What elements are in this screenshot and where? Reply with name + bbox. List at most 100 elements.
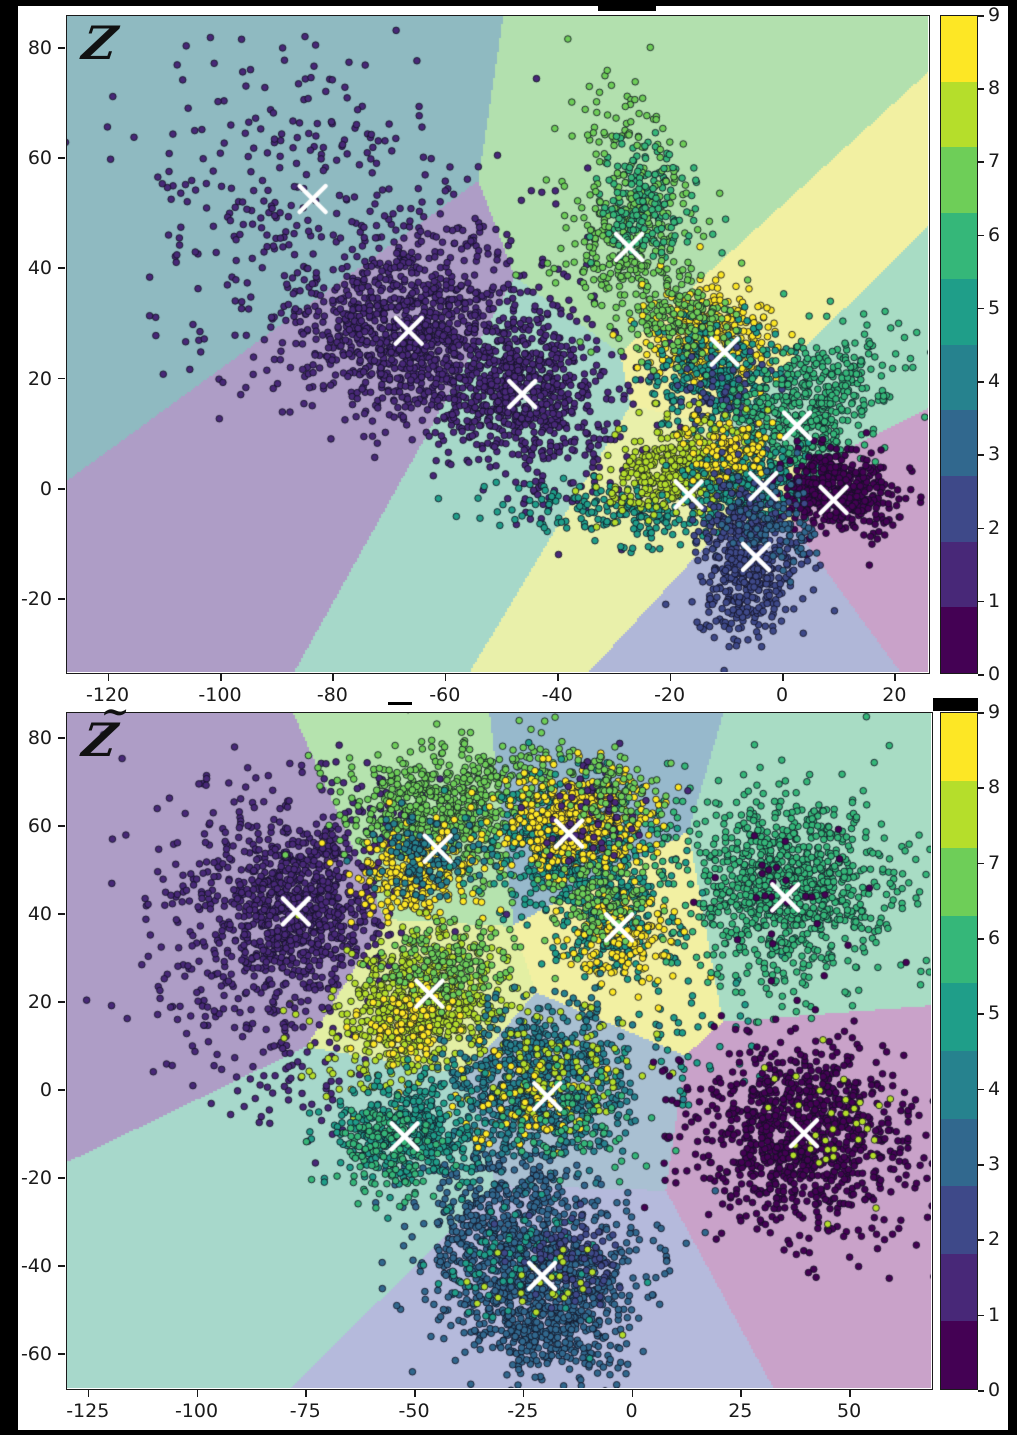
plot-label-Z: Z — [79, 16, 121, 70]
x-tick-label: -100 — [174, 1400, 219, 1422]
colorbar-tick-label: 2 — [988, 1228, 1001, 1251]
colorbar-tick-label: 6 — [988, 223, 1001, 246]
colorbar-tick-mark — [978, 787, 984, 789]
x-tick-label: -40 — [541, 684, 573, 706]
colorbar-tick-mark — [978, 307, 984, 310]
x-tick-label: -60 — [429, 684, 461, 706]
y-tick-mark — [58, 737, 65, 739]
colorbar-tick-label: 0 — [988, 1379, 1001, 1401]
scatter-canvas-bottom — [67, 713, 931, 1388]
y-tick-mark — [58, 1265, 65, 1267]
colorbar-tick-mark — [978, 1239, 984, 1241]
scatter-plot-bottom: ~ Z — [66, 692, 933, 1390]
colorbar-tick-mark — [978, 381, 984, 383]
x-tick-label: 50 — [836, 1400, 862, 1422]
colorbar-tick-label: 7 — [988, 851, 1001, 874]
y-tick-mark — [58, 487, 65, 490]
x-tick-mark — [782, 674, 784, 681]
colorbar-segment-5 — [941, 278, 977, 345]
x-tick-mark — [87, 1390, 90, 1397]
colorbar-tick-label: 2 — [988, 516, 1001, 539]
y-tick-mark — [58, 825, 65, 827]
colorbar-tick-mark — [978, 161, 984, 164]
y-tick-mark — [58, 267, 65, 270]
colorbar-tick-mark — [978, 938, 984, 940]
colorbar-tick-mark — [978, 712, 984, 714]
colorbar-tick-mark — [978, 15, 984, 17]
colorbar-segment-4 — [941, 1050, 977, 1119]
x-tick-label: 0 — [775, 684, 789, 706]
y-tick-label: -20 — [20, 1167, 52, 1190]
y-tick-label: 40 — [27, 257, 52, 280]
y-tick-label: -40 — [20, 1255, 52, 1278]
colorbar-segment-0 — [941, 607, 977, 674]
y-tick-mark — [58, 598, 65, 600]
x-tick-mark — [305, 1390, 307, 1397]
colorbar-tick-label: 0 — [988, 663, 1001, 685]
colorbar-segment-0 — [941, 1321, 977, 1389]
y-tick-mark — [58, 157, 65, 159]
colorbar-tick-mark — [978, 1314, 984, 1317]
redaction-mark — [388, 702, 412, 705]
colorbar-segment-8 — [941, 780, 977, 849]
colorbar-tick-label: 6 — [988, 927, 1001, 949]
x-tick-label: -80 — [316, 684, 348, 706]
scatter-canvas-top — [67, 16, 928, 672]
colorbar-segment-3 — [941, 1118, 977, 1187]
colorbar-tick-label: 3 — [988, 443, 1001, 466]
x-tick-mark — [414, 1390, 416, 1397]
x-tick-label: -100 — [198, 684, 242, 706]
colorbar-tick-mark — [978, 1088, 984, 1091]
colorbar-segment-9 — [941, 16, 977, 82]
colorbar-top — [940, 15, 978, 674]
y-tick-mark — [58, 913, 65, 915]
colorbar-segment-6 — [941, 915, 977, 984]
colorbar-tick-label: 4 — [988, 1077, 1001, 1100]
x-tick-mark — [669, 674, 672, 681]
x-tick-mark — [631, 1390, 634, 1397]
y-tick-mark — [58, 377, 65, 380]
y-tick-label: 20 — [27, 367, 52, 390]
redaction-mark — [933, 698, 978, 711]
x-tick-label: 20 — [882, 684, 907, 706]
y-tick-label: 0 — [39, 1079, 52, 1102]
y-tick-mark — [58, 1177, 65, 1179]
y-tick-label: 40 — [27, 903, 52, 926]
x-tick-mark — [522, 1390, 525, 1397]
x-tick-label: -120 — [86, 684, 130, 706]
y-tick-mark — [58, 46, 65, 49]
colorbar-segment-1 — [941, 541, 977, 608]
x-tick-mark — [219, 674, 222, 681]
colorbar-tick-mark — [978, 234, 984, 237]
y-tick-label: -20 — [20, 588, 52, 611]
x-tick-mark — [196, 1390, 199, 1397]
plot-label-Z-tilde: ~ Z — [79, 692, 132, 767]
colorbar-tick-mark — [978, 674, 984, 676]
y-tick-mark — [58, 1089, 65, 1091]
colorbar-segment-3 — [941, 410, 977, 476]
plot-label-text: Z — [79, 16, 121, 70]
colorbar-segment-2 — [941, 475, 977, 542]
x-tick-mark — [444, 674, 447, 681]
colorbar-tick-label: 1 — [988, 589, 1001, 612]
y-tick-label: 80 — [27, 727, 52, 750]
y-tick-label: 0 — [39, 477, 52, 500]
x-tick-label: 0 — [625, 1400, 638, 1422]
colorbar-tick-label: 3 — [988, 1153, 1001, 1175]
colorbar-segment-4 — [941, 344, 977, 411]
colorbar-tick-label: 7 — [988, 150, 1001, 173]
x-tick-label: -75 — [289, 1400, 321, 1422]
y-tick-label: 80 — [27, 36, 52, 59]
x-tick-label: -25 — [507, 1400, 539, 1422]
colorbar-segment-2 — [941, 1186, 977, 1254]
colorbar-tick-label: 4 — [988, 370, 1001, 393]
colorbar-segment-9 — [941, 713, 977, 781]
colorbar-tick-mark — [978, 527, 984, 530]
colorbar-tick-mark — [978, 1164, 984, 1166]
colorbar-segment-8 — [941, 81, 977, 148]
colorbar-tick-label: 8 — [988, 776, 1001, 799]
redaction-mark — [598, 3, 656, 11]
colorbar-tick-label: 9 — [988, 4, 1001, 26]
colorbar-tick-label: 8 — [988, 77, 1001, 100]
